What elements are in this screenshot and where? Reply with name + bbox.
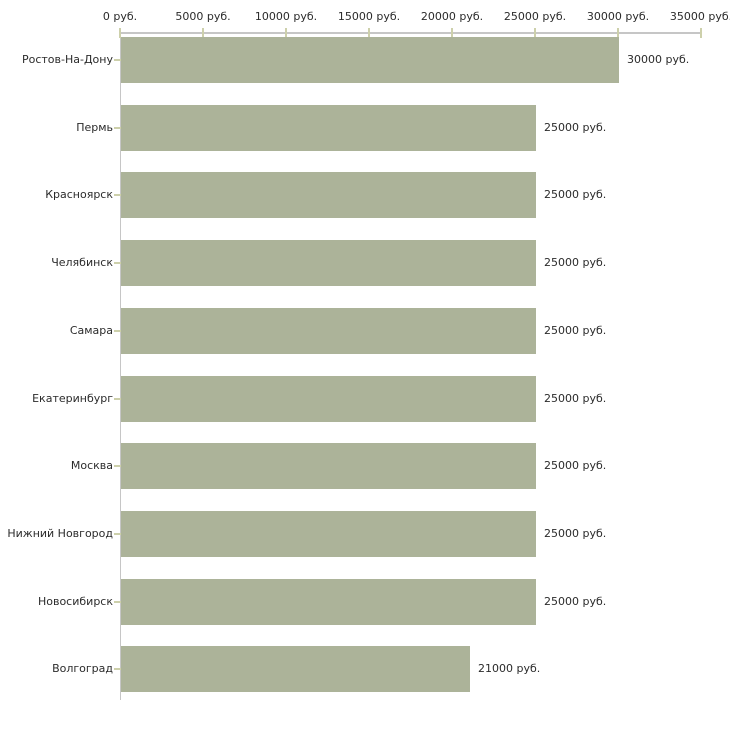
x-axis-tick	[700, 28, 702, 38]
category-label: Челябинск	[51, 256, 113, 270]
bar	[121, 240, 536, 287]
y-axis-tick	[114, 668, 121, 671]
x-axis-tick-label: 15000 руб.	[337, 10, 401, 23]
bar-value-label: 21000 руб.	[478, 662, 541, 676]
category-label: Волгоград	[52, 662, 113, 676]
y-axis-tick	[114, 194, 121, 197]
y-axis-tick	[114, 126, 121, 129]
y-axis-tick	[114, 262, 121, 265]
bar-value-label: 25000 руб.	[544, 594, 607, 608]
y-axis-tick	[114, 59, 121, 61]
category-label: Москва	[70, 459, 113, 473]
bar	[121, 307, 536, 354]
category-label: Самара	[69, 323, 113, 337]
bar-value-label: 25000 руб.	[544, 526, 607, 540]
bar	[121, 375, 536, 422]
y-axis-tick	[114, 600, 121, 603]
bar-value-label: 25000 руб.	[544, 391, 607, 405]
y-axis-line	[120, 33, 121, 700]
category-label: Нижний Новгород	[7, 526, 113, 540]
y-axis-tick	[114, 465, 121, 468]
bar	[121, 578, 536, 625]
x-axis-line	[120, 32, 702, 34]
x-axis-tick	[368, 28, 370, 38]
x-axis-tick	[202, 28, 204, 38]
bar	[121, 510, 536, 557]
bar	[121, 172, 536, 219]
y-axis-tick	[114, 397, 121, 400]
bar	[121, 104, 536, 151]
x-axis-tick-label: 5000 руб.	[175, 10, 231, 23]
bar-value-label: 30000 руб.	[627, 53, 690, 66]
x-axis-tick-label: 20000 руб.	[420, 10, 484, 23]
category-label: Екатеринбург	[32, 391, 113, 405]
category-label: Красноярск	[45, 188, 113, 202]
x-axis-tick	[534, 28, 536, 38]
x-axis-tick	[617, 28, 619, 38]
y-axis-tick	[114, 532, 121, 535]
x-axis-tick-label: 30000 руб.	[586, 10, 650, 23]
category-label: Новосибирск	[37, 594, 113, 608]
bar	[121, 37, 619, 83]
bar	[121, 646, 470, 693]
x-axis-tick	[285, 28, 287, 38]
x-axis-tick-label: 35000 руб.	[669, 10, 730, 23]
x-axis-tick-label: 25000 руб.	[503, 10, 567, 23]
x-axis-tick-label: 0 руб.	[102, 10, 138, 23]
x-axis-tick-label: 10000 руб.	[254, 10, 318, 23]
category-label: Ростов-На-Дону	[21, 53, 113, 66]
bar	[121, 443, 536, 490]
bar-value-label: 25000 руб.	[544, 256, 607, 270]
bar-value-label: 25000 руб.	[544, 188, 607, 202]
bar-value-label: 25000 руб.	[544, 120, 607, 134]
bar-value-label: 25000 руб.	[544, 323, 607, 337]
y-axis-tick	[114, 329, 121, 332]
x-axis-tick	[119, 28, 121, 38]
bar-value-label: 25000 руб.	[544, 459, 607, 473]
x-axis-tick	[451, 28, 453, 38]
category-label: Пермь	[76, 120, 113, 134]
